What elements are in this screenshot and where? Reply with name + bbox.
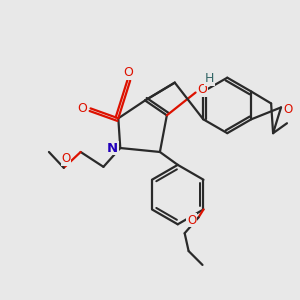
Text: O: O [187,214,196,227]
Text: O: O [61,152,70,165]
Text: O: O [78,102,88,115]
Text: H: H [205,72,214,85]
Text: O: O [123,66,133,79]
Text: O: O [283,103,292,116]
Text: N: N [107,142,118,154]
Text: O: O [198,83,207,96]
